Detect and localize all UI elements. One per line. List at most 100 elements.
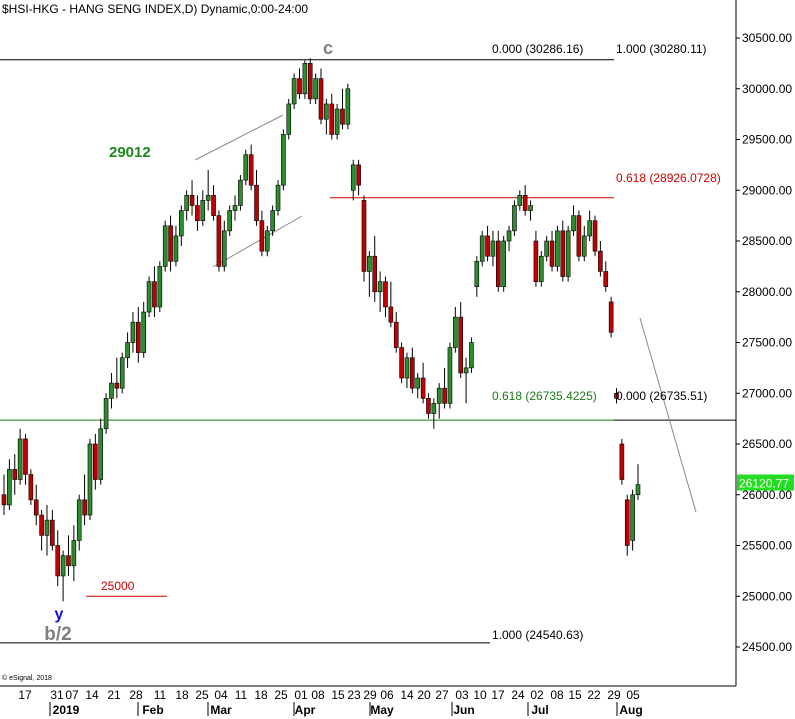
annotation-bottom: 1.000 (24540.63) (492, 628, 583, 642)
x-tick-label: 24 (511, 688, 525, 702)
candle-body (436, 387, 442, 404)
candle-body (141, 311, 146, 353)
candle (17, 428, 23, 485)
candle-body (44, 519, 50, 536)
candle (340, 88, 345, 130)
candle-body (592, 220, 598, 252)
candle (44, 504, 50, 556)
candle (576, 210, 582, 262)
y-tick-label: 25000.00 (742, 589, 792, 603)
candle-body (286, 103, 292, 135)
candle (307, 58, 313, 104)
candle-body (479, 235, 485, 262)
candle (356, 159, 361, 196)
candle (431, 398, 437, 429)
candle (12, 454, 18, 495)
candle (598, 241, 603, 277)
candle (157, 261, 163, 313)
candle (538, 251, 544, 287)
candle (512, 200, 517, 236)
x-tick-label: 31 (50, 688, 64, 702)
candle-body (7, 469, 12, 506)
candle-body (442, 387, 447, 404)
candle (211, 185, 216, 221)
candle-body (522, 195, 528, 211)
candle-body (463, 367, 469, 374)
candle (119, 352, 125, 394)
candle-body (119, 357, 125, 389)
candle (463, 357, 469, 404)
candle (318, 68, 324, 125)
candle (281, 129, 286, 191)
candle (383, 276, 388, 318)
candle (168, 215, 173, 272)
candle-body (33, 499, 39, 516)
candle-body (66, 555, 71, 567)
candle-body (82, 499, 87, 516)
candle-body (426, 398, 431, 414)
x-tick-label: 03 (455, 688, 469, 702)
wave-label-c: c (323, 38, 333, 58)
candle-body (361, 200, 367, 272)
candle-body (125, 342, 130, 359)
candle (549, 230, 555, 272)
candle (221, 220, 227, 272)
candle-body (581, 235, 587, 257)
month-label: Jun (453, 703, 474, 717)
candle (501, 235, 506, 292)
x-tick-label: 11 (235, 688, 248, 702)
candle-body (12, 469, 18, 480)
month-label: Feb (142, 703, 163, 717)
candle (200, 190, 206, 226)
month-label: Aug (619, 703, 642, 717)
candle (23, 433, 28, 485)
candle-body (512, 205, 517, 232)
candle-body (173, 235, 179, 262)
channel-lower-line (212, 215, 303, 268)
x-tick-label: 22 (587, 688, 601, 702)
candle-body (50, 519, 55, 546)
candle-body (576, 215, 582, 257)
candle-body (517, 195, 523, 206)
x-tick-label: 01 (294, 688, 308, 702)
candle (453, 306, 458, 353)
y-tick-label: 26000.00 (742, 488, 792, 502)
candle-body (350, 164, 356, 191)
downtrend-line (639, 317, 697, 513)
candle (415, 372, 421, 399)
candle-body (485, 235, 490, 257)
candle-body (404, 357, 410, 379)
candle-body (453, 316, 458, 348)
candle (270, 205, 275, 236)
candle (55, 530, 61, 587)
candle (555, 225, 560, 272)
candle (130, 312, 136, 353)
y-tick-label: 24500.00 (742, 640, 792, 654)
candle (345, 83, 351, 130)
candle-body (393, 321, 399, 348)
candle (173, 225, 179, 267)
x-tick-label: 05 (626, 688, 640, 702)
candle (377, 271, 383, 313)
last-price-badge (737, 474, 794, 491)
candle-body (318, 78, 324, 120)
candle (393, 312, 399, 353)
candle (162, 220, 168, 272)
candle-body (490, 240, 496, 257)
candle (447, 342, 453, 409)
candle-body (248, 154, 254, 186)
y-tick-label: 28500.00 (742, 234, 792, 248)
y-tick-label: 30000.00 (742, 82, 792, 96)
candle-body (356, 164, 361, 186)
candle (264, 225, 270, 257)
candle (506, 225, 512, 252)
candle (587, 210, 592, 241)
candle-body (377, 281, 383, 293)
candle (517, 190, 523, 211)
candle (560, 220, 566, 282)
candle (399, 342, 404, 384)
chart-title: $HSI-HKG - HANG SENG INDEX,D) Dynamic,0:… (2, 2, 308, 16)
candle-body (388, 306, 394, 323)
candle (297, 68, 302, 99)
x-tick-label: 07 (65, 688, 79, 702)
